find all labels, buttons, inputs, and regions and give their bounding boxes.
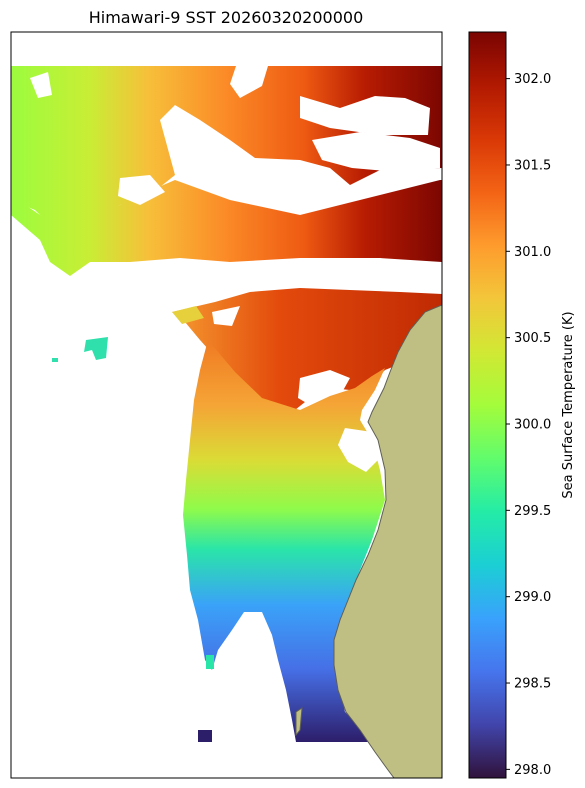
colorbar-tick-label: 301.5 [514, 158, 551, 173]
no-data-patch-north-5 [30, 72, 52, 98]
sst-region-north-lower [11, 180, 442, 276]
sst-patch-west-1 [84, 337, 108, 360]
chart-title: Himawari-9 SST 20260320200000 [89, 8, 364, 27]
no-data-patch-south-1 [338, 428, 380, 472]
map-frame [10, 31, 443, 779]
colorbar-tick-label: 299.0 [514, 590, 551, 605]
colorbar-gradient [469, 32, 506, 778]
sst-patch-south-2 [206, 655, 214, 669]
no-data-patch-central-1 [298, 370, 350, 408]
colorbar-tick-label: 300.5 [514, 331, 551, 346]
colorbar: 298.0 298.5 299.0 299.5 300.0 300.5 301.0 301.5… [468, 31, 576, 779]
no-data-patch-north-4 [118, 175, 165, 205]
colorbar-label: Sea Surface Temperature (K) [561, 311, 576, 498]
sst-map [11, 32, 442, 778]
no-data-patch-north-1 [230, 66, 268, 98]
no-data-patch-central-2 [212, 306, 240, 326]
colorbar-tick-label: 300.0 [514, 417, 551, 432]
colorbar-tick-label: 302.0 [514, 72, 551, 87]
colorbar-tick-label: 299.5 [514, 504, 551, 519]
colorbar-frame [468, 31, 507, 779]
sst-patch-west-2 [172, 306, 204, 324]
land-mass [333, 304, 442, 778]
sst-patch-south-1 [198, 730, 212, 742]
no-data-patch-north-2 [300, 96, 430, 135]
colorbar-ticks: 298.0 298.5 299.0 299.5 300.0 300.5 301.0 301.5… [506, 72, 551, 778]
sst-patch-west-3 [52, 358, 58, 362]
colorbar-tick-label: 298.5 [514, 677, 551, 692]
colorbar-tick-label: 298.0 [514, 763, 551, 778]
island [295, 707, 303, 737]
no-data-patch-north-3 [312, 132, 440, 172]
colorbar-tick-label: 301.0 [514, 245, 551, 260]
